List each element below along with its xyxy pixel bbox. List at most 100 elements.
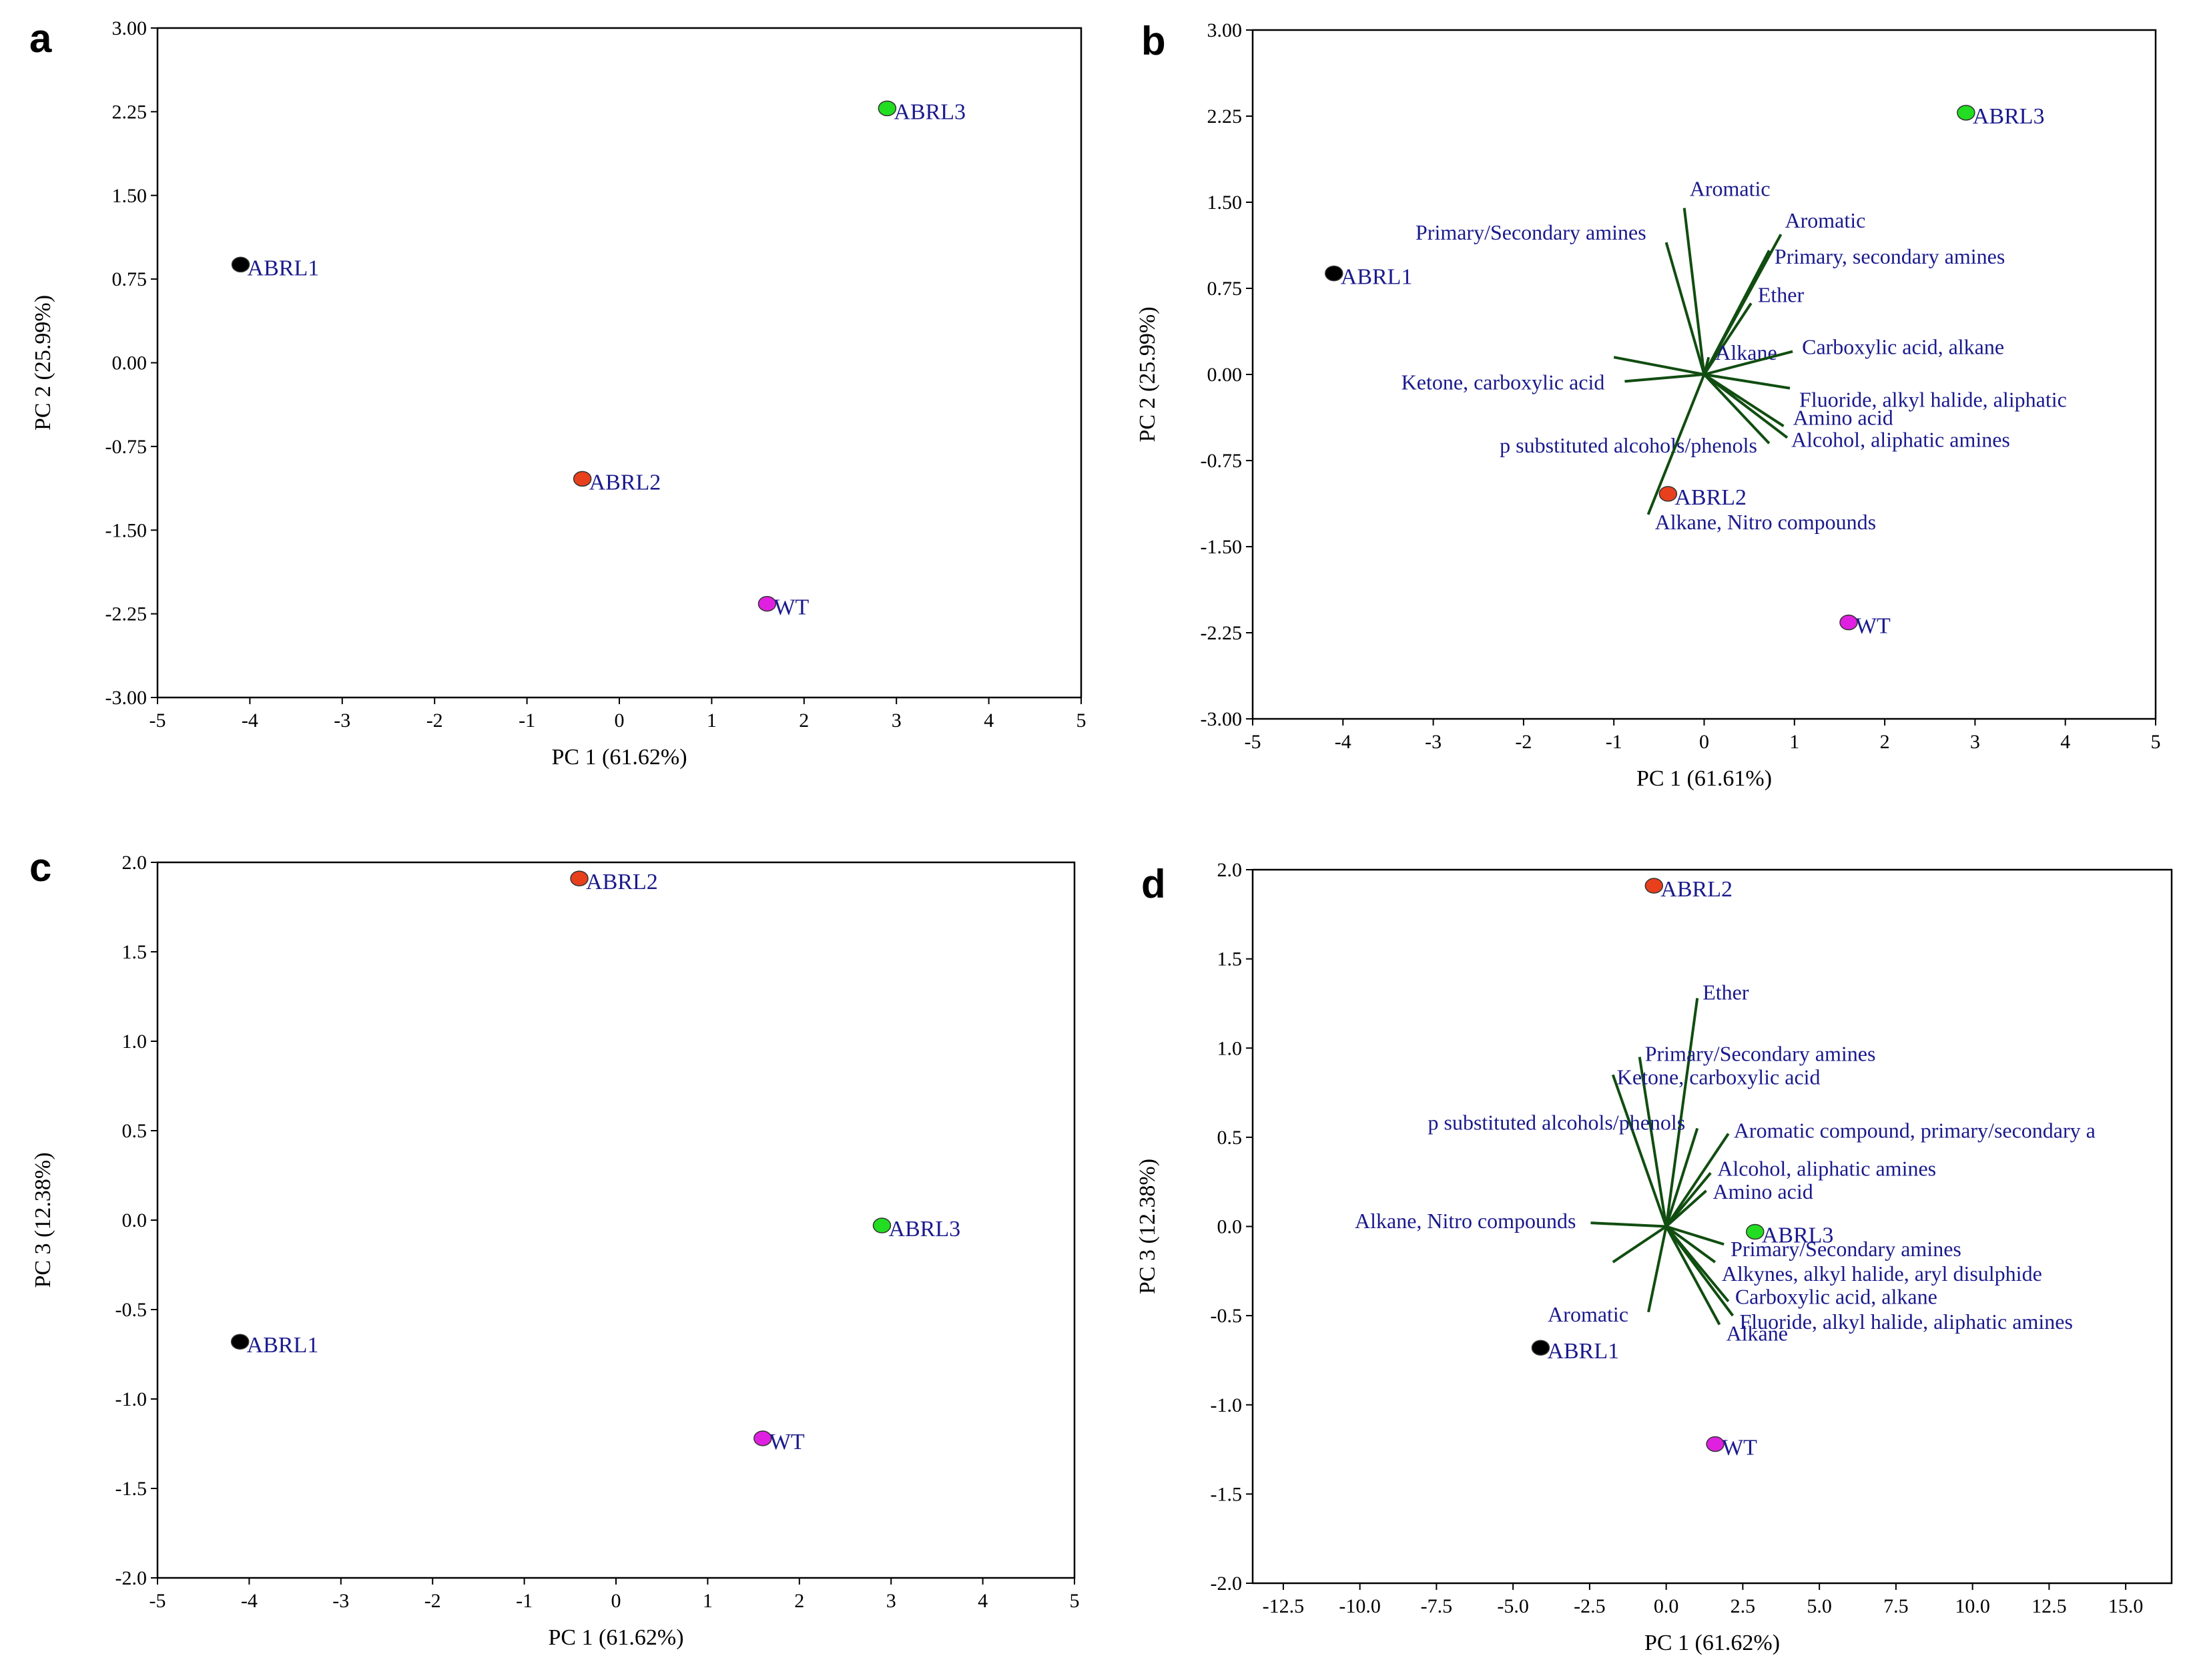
sample-point-abrl2 [1644,878,1664,894]
vector-label: Amino acid [1793,405,1893,429]
sample-point-abrl3 [878,100,897,117]
loading-vector [1665,1225,1716,1264]
sample-label: ABRL1 [1341,265,1413,290]
x-tick-label: 2 [1880,731,1890,753]
x-tick-label: 0 [1699,731,1709,753]
y-tick-label: 3.00 [1207,19,1243,41]
y-tick-label: -0.5 [115,1299,147,1321]
loading-vector [1665,1225,1735,1317]
loading-vector [1664,1127,1699,1227]
sample-label: WT [769,1430,805,1454]
x-axis-label: PC 1 (61.62%) [548,1625,683,1650]
y-tick-label: 0.5 [122,1120,147,1142]
sample-label: WT [1722,1436,1757,1460]
loading-vector [1664,1225,1721,1326]
x-tick-label: -5 [1245,731,1261,753]
y-tick-label: 0.75 [1207,278,1243,300]
x-tick-label: -4 [1335,731,1351,753]
x-tick-label: 15.0 [2108,1595,2144,1617]
vector-label: Aromatic compound, primary/secondary a [1734,1119,2096,1143]
y-tick-label: 1.0 [1217,1037,1243,1059]
x-tick-label: 0 [615,710,625,732]
vector-label: Ketone, carboxylic acid [1617,1065,1821,1089]
x-tick-label: 3 [1970,731,1980,753]
vector-label: Ketone, carboxylic acid [1401,370,1605,394]
x-tick-label: 1 [1789,731,1799,753]
vector-label: Aromatic [1785,208,1866,232]
x-tick-label: -4 [241,1590,258,1612]
x-axis-label: PC 1 (61.61%) [1636,766,1772,791]
y-tick-label: 1.0 [122,1031,147,1053]
y-tick-label: 1.5 [122,941,147,963]
loading-vector [1702,356,1710,375]
y-axis-label: PC 3 (12.38%) [1135,1159,1160,1294]
vector-label: Alcohol, aliphatic amines [1791,428,2010,452]
sample-label: ABRL3 [1762,1223,1834,1248]
sample-point-abrl1 [1531,1340,1550,1356]
x-axis-label: PC 1 (61.62%) [551,745,687,770]
sample-label: ABRL2 [1660,877,1733,902]
vector-label: Carboxylic acid, alkane [1802,335,2004,359]
x-tick-label: 5.0 [1807,1595,1832,1617]
vector-label: Alkynes, alkyl halide, aryl disulphide [1722,1262,2042,1286]
sample-point-abrl2 [573,471,592,487]
loading-vector [1638,1057,1668,1227]
y-tick-label: -2.0 [1211,1573,1243,1595]
vector-label: Amino acid [1713,1179,1813,1203]
loading-vector [1612,1225,1667,1264]
x-tick-label: 5 [1076,710,1086,732]
y-tick-label: -2.0 [115,1567,147,1589]
y-tick-label: 0.75 [112,268,147,290]
x-tick-label: 5 [2151,731,2161,753]
y-tick-label: 3.00 [112,17,147,39]
x-tick-label: -2 [424,1590,441,1612]
x-tick-label: 2.5 [1731,1595,1756,1617]
x-tick-label: 7.5 [1883,1595,1909,1617]
sample-point-abrl3 [872,1217,892,1233]
x-tick-label: -10.0 [1339,1595,1381,1617]
x-tick-label: -1 [516,1590,533,1612]
y-tick-label: -1.5 [1211,1483,1243,1505]
y-tick-label: -0.75 [105,436,147,458]
vector-label: Aromatic [1548,1302,1628,1326]
loading-vector [1664,1133,1730,1227]
vector-label: Ether [1702,980,1749,1004]
loading-vector [1703,350,1793,376]
vector-label: Aromatic [1690,177,1771,201]
sample-label: ABRL3 [1973,104,2045,129]
x-tick-label: -2 [426,710,443,732]
x-tick-label: 5 [1070,1590,1080,1612]
y-tick-label: 0.5 [1217,1127,1243,1149]
x-tick-label: -1 [1606,731,1622,753]
vector-label: Carboxylic acid, alkane [1735,1285,1937,1309]
y-tick-label: 0.00 [112,352,147,374]
y-tick-label: 1.5 [1217,948,1243,970]
x-axis-label: PC 1 (61.62%) [1644,1631,1780,1655]
y-tick-label: -3.00 [1201,708,1243,730]
y-tick-label: -1.0 [1211,1394,1243,1416]
y-tick-label: 0.0 [122,1209,147,1231]
y-tick-label: 2.25 [112,101,147,123]
y-axis-label: PC 2 (25.99%) [31,295,55,431]
y-tick-label: -1.5 [115,1478,147,1500]
x-tick-label: -3 [334,710,350,732]
y-axis-label: PC 2 (25.99%) [1135,306,1160,442]
x-tick-label: 0 [611,1590,621,1612]
sample-label: ABRL1 [248,256,320,280]
sample-point-abrl2 [570,870,589,886]
sample-label: ABRL1 [1547,1339,1619,1364]
x-tick-label: 3 [886,1590,896,1612]
loading-vector [1666,1225,1725,1246]
sample-label: WT [773,595,809,620]
vector-label: Alkane [1727,1321,1788,1345]
y-tick-label: -1.50 [105,519,147,541]
loading-vector [1590,1221,1666,1228]
panel-c: c -5 -4 -3 -2 -1 0 1 2 3 4 5 -2.0 -1.5 -1.0 -0.5 0.0 0.5 1… [29,845,1080,1650]
vector-label: Alkane, Nitro compounds [1355,1209,1576,1233]
vector-label: p substituted alcohols/phenols [1500,433,1757,457]
y-tick-label: 2.0 [1217,859,1243,881]
panel-letter: d [1141,862,1166,906]
loading-vector [1646,374,1706,515]
x-tick-label: 4 [2060,731,2070,753]
